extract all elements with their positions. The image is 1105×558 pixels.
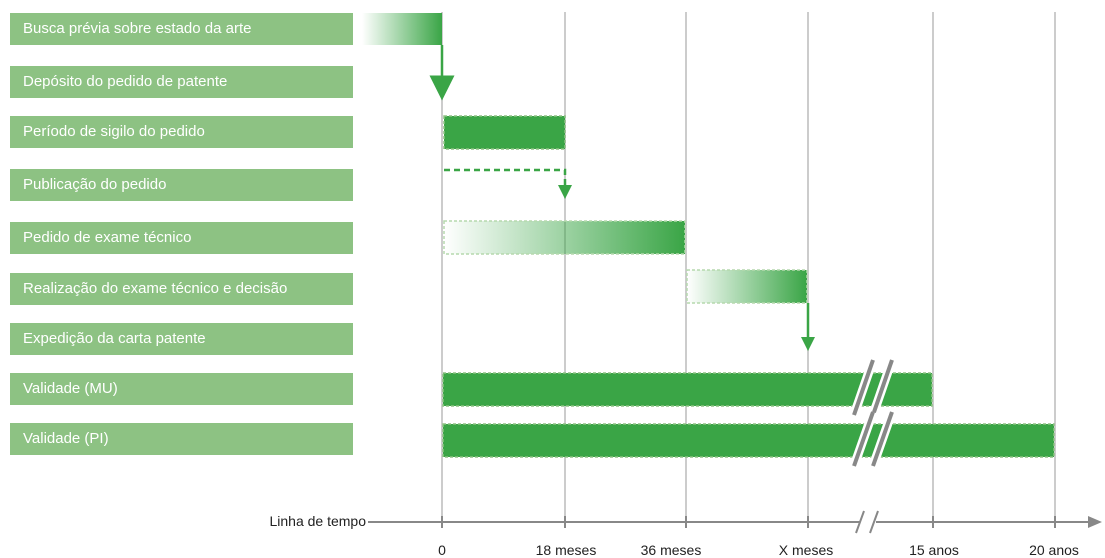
- tick-label-x-meses: X meses: [778, 542, 834, 558]
- row-label-deposito: Depósito do pedido de patente: [10, 66, 353, 98]
- bar-validade-pi: [442, 423, 1055, 458]
- tick-label-0: 0: [438, 542, 446, 558]
- bar-validade-mu: [442, 372, 933, 407]
- tick-label-15-anos: 15 anos: [909, 542, 959, 558]
- row-label-realizacao-exame: Realização do exame técnico e decisão: [10, 273, 353, 305]
- tick-label-20-anos: 20 anos: [1029, 542, 1079, 558]
- bar-pedido-exame: [443, 220, 686, 255]
- row-label-pedido-exame: Pedido de exame técnico: [10, 222, 353, 254]
- axis-title: Linha de tempo: [269, 513, 366, 529]
- tick-label-36-meses: 36 meses: [640, 542, 702, 558]
- time-axis-arrowhead: [1088, 516, 1102, 528]
- bar-busca-previa: [362, 13, 442, 45]
- arrow-publicacao: [444, 168, 567, 186]
- arrowhead-expedicao: [801, 337, 815, 351]
- axis-break-mark: [855, 510, 879, 534]
- row-label-busca-previa: Busca prévia sobre estado da arte: [10, 13, 353, 45]
- break-mark-validade-mu: [849, 358, 897, 417]
- row-label-validade-pi: Validade (PI): [10, 423, 353, 455]
- arrowhead-publicacao: [558, 185, 572, 199]
- row-label-validade-mu: Validade (MU): [10, 373, 353, 405]
- row-label-expedicao-carta: Expedição da carta patente: [10, 323, 353, 355]
- bar-realizacao-exame: [686, 269, 808, 304]
- arrowhead-deposito: [435, 84, 449, 98]
- row-label-publicacao: Publicação do pedido: [10, 169, 353, 201]
- row-label-periodo-sigilo: Período de sigilo do pedido: [10, 116, 353, 148]
- bar-periodo-sigilo: [443, 115, 566, 150]
- tick-label-18-meses: 18 meses: [535, 542, 597, 558]
- break-mark-validade-pi: [849, 410, 897, 468]
